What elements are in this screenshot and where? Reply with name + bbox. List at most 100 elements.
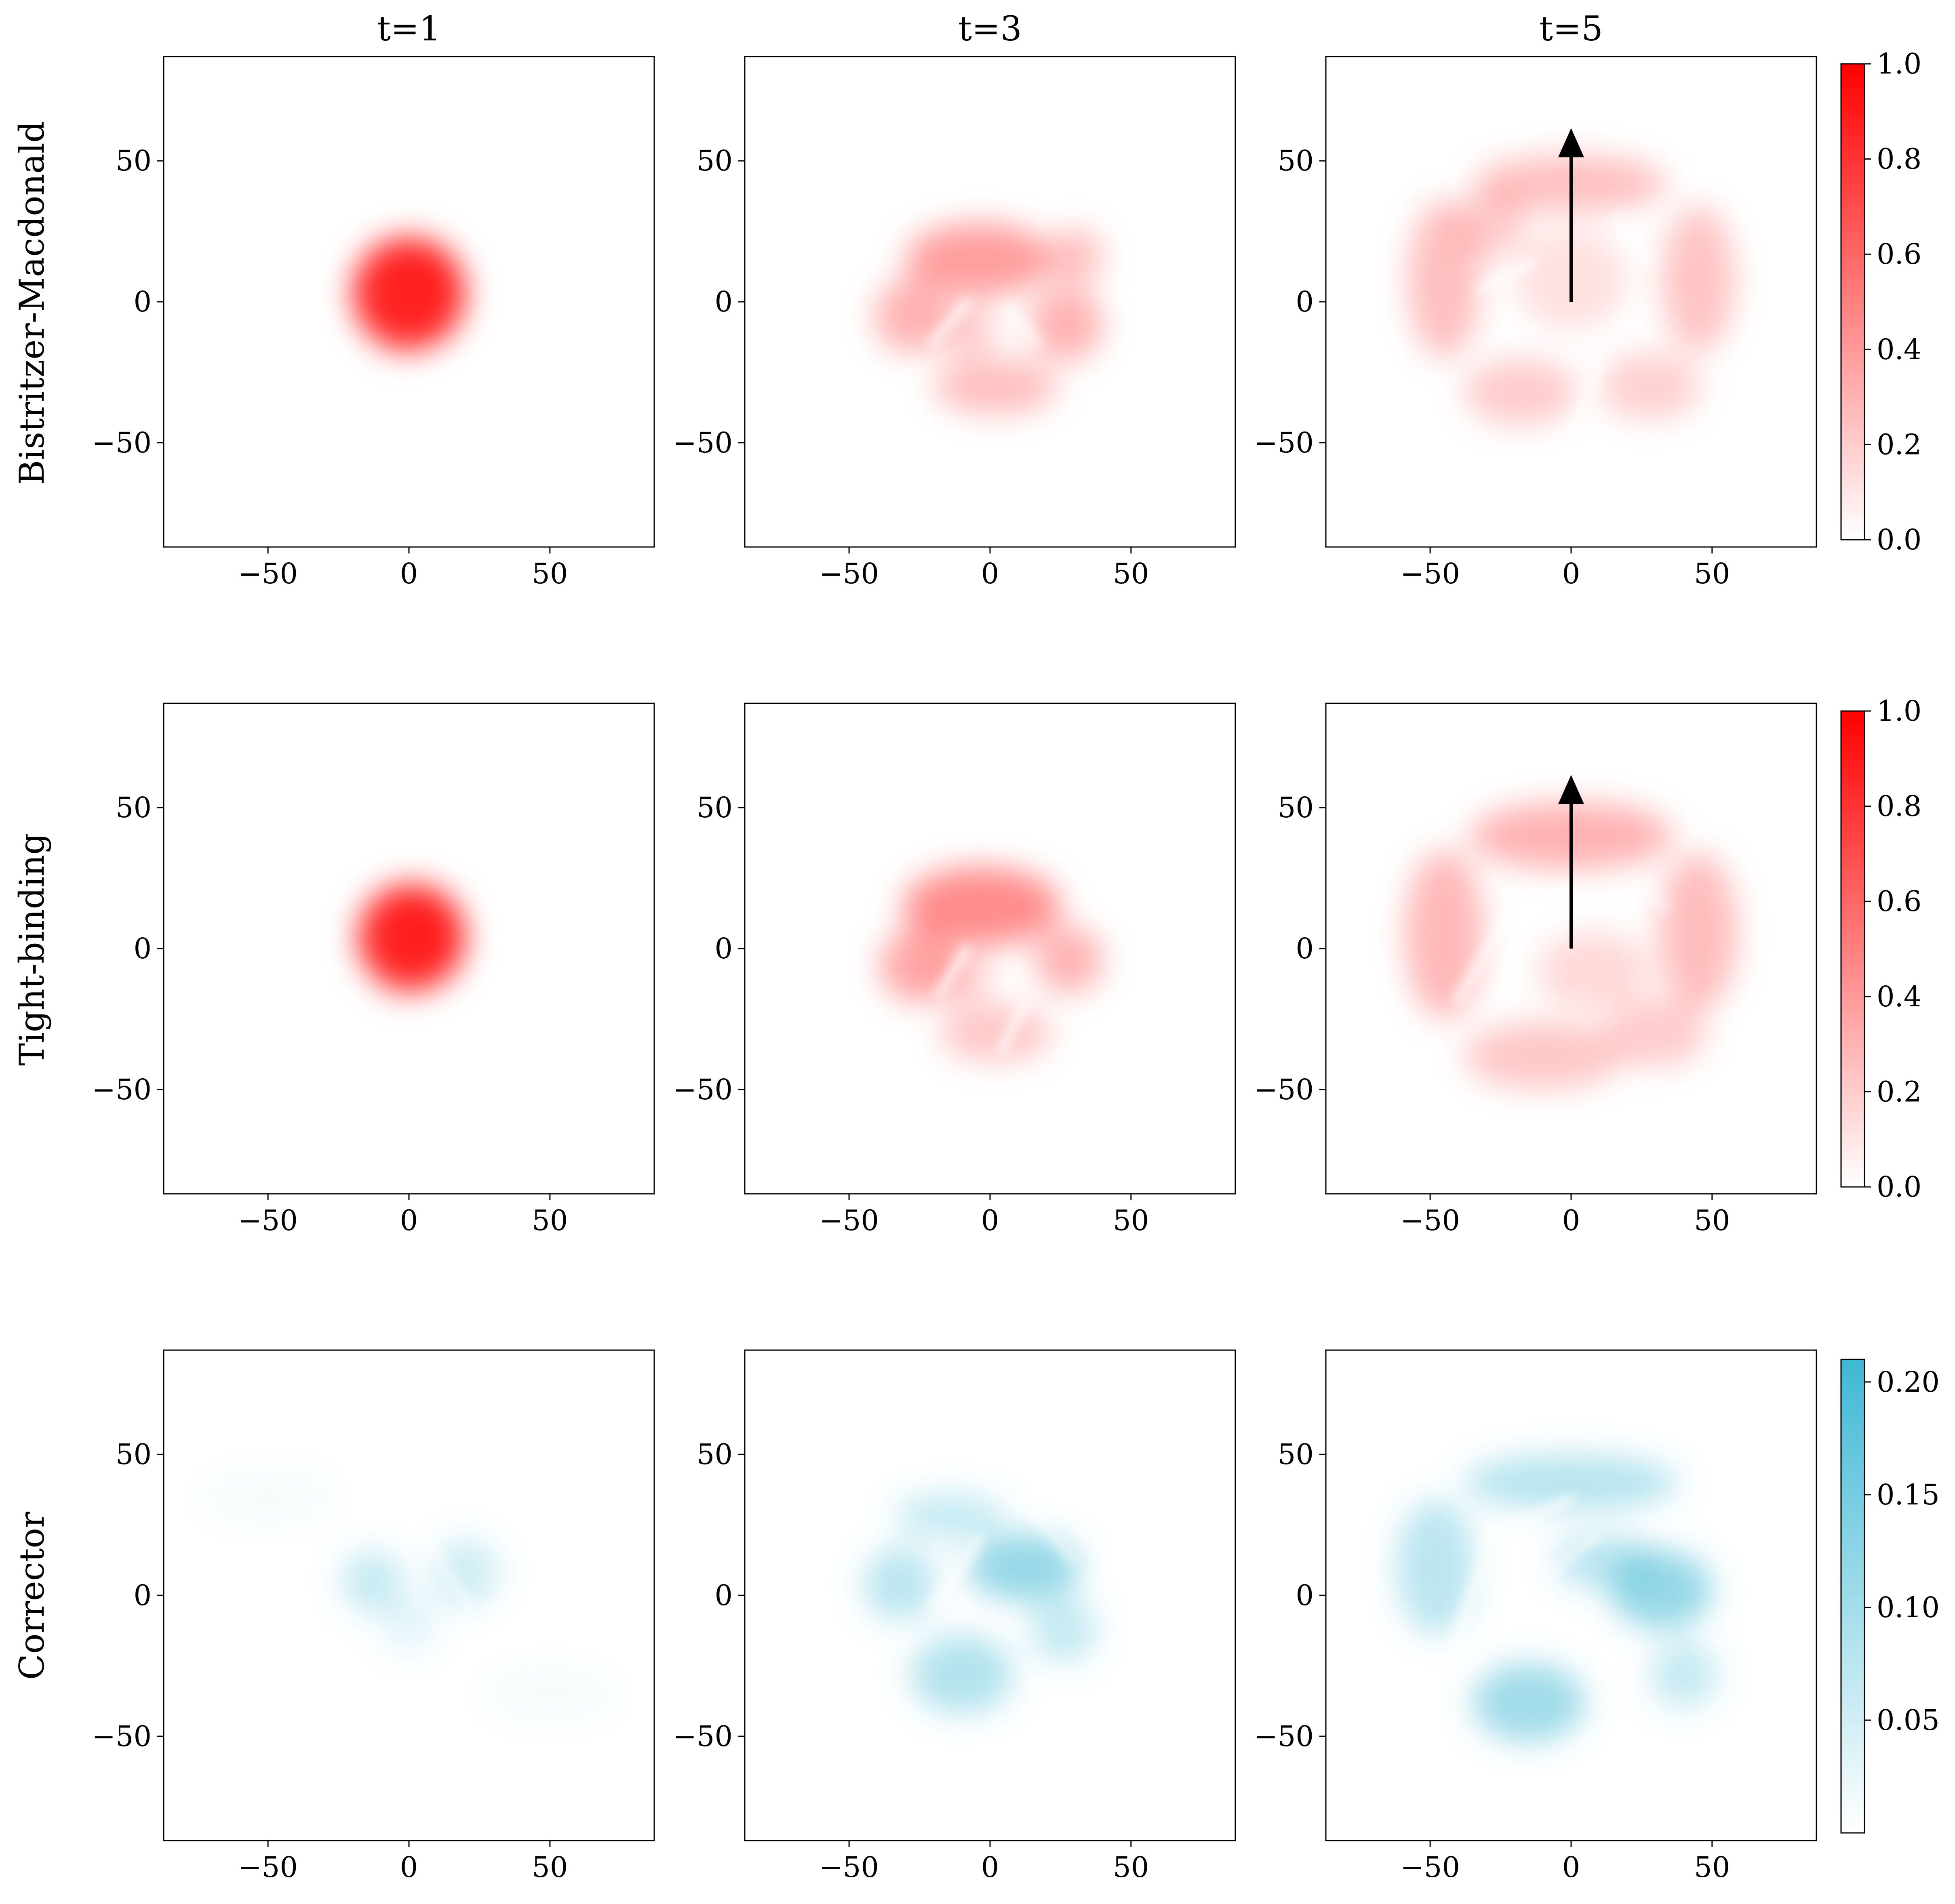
x-tick-label: −50 (1400, 1204, 1460, 1237)
density-blob (1029, 1595, 1098, 1663)
panel-background (745, 57, 1235, 547)
x-tick-label: 0 (981, 1851, 999, 1884)
colorbar-tick-label: 0.0 (1877, 523, 1921, 556)
y-tick-label: −50 (1254, 1073, 1314, 1106)
y-tick-label: 0 (714, 285, 733, 318)
y-tick-label: 50 (697, 144, 733, 177)
x-tick-label: −50 (819, 557, 879, 590)
density-blob (863, 1547, 937, 1621)
panel-background (745, 703, 1235, 1194)
density-holes (1477, 214, 1653, 442)
x-tick-label: 0 (981, 557, 999, 590)
colorbar-tick-label: 0.8 (1877, 143, 1921, 176)
y-tick-label: −50 (92, 426, 152, 459)
row-label-tight-binding: Tight-binding (12, 833, 52, 1066)
y-tick-label: −50 (673, 426, 733, 459)
y-tick-label: 50 (116, 144, 152, 177)
density-blobs (358, 884, 466, 1002)
x-tick-label: 0 (1562, 1851, 1580, 1884)
panel-background (1326, 1350, 1816, 1841)
x-tick-label: −50 (238, 1204, 298, 1237)
y-tick-label: −50 (673, 1073, 733, 1106)
density-holes (935, 944, 1028, 1054)
y-tick-label: 0 (133, 932, 152, 965)
panel-r0-c2: −50 0 50 −50 0 50 (1254, 56, 1817, 590)
density-field (164, 1350, 654, 1841)
x-tick-label: 50 (1694, 1851, 1730, 1884)
density-blob (902, 867, 1061, 946)
colorbar-tick-label: 0.0 (1877, 1170, 1921, 1203)
density-field (1326, 1350, 1816, 1841)
density-blob (1605, 999, 1706, 1067)
density-holes (1448, 1495, 1602, 1656)
x-tick-label: 0 (400, 557, 418, 590)
density-node-line (935, 944, 972, 998)
x-tick-label: 50 (532, 1204, 568, 1237)
y-tick-label: −50 (1254, 426, 1314, 459)
density-blob (1658, 852, 1738, 1011)
x-tick-label: −50 (1400, 557, 1460, 590)
panel-r2-c2: −50 0 50 −50 0 50 (1254, 1349, 1817, 1884)
density-node-line (929, 1534, 983, 1611)
x-tick-label: −50 (238, 1851, 298, 1884)
colorbar-row-2: 0.05 0.10 0.15 0.20 (1840, 1359, 1940, 1834)
x-tick-label: 0 (1562, 557, 1580, 590)
density-blob (431, 1539, 499, 1607)
colorbar-tick-label: 1.0 (1877, 694, 1921, 728)
density-field (745, 703, 1235, 1194)
y-tick-label: 50 (1278, 1438, 1314, 1471)
density-blob (1464, 358, 1577, 426)
x-tick-label: −50 (1400, 1851, 1460, 1884)
density-holes (929, 297, 1040, 346)
density-field (745, 57, 1235, 547)
y-tick-label: 0 (133, 1579, 152, 1612)
x-tick-label: 0 (400, 1851, 418, 1884)
density-blob (933, 358, 1058, 415)
panel-r1-c0: −50 0 50 −50 0 50 (92, 703, 655, 1237)
y-tick-label: 50 (116, 791, 152, 824)
density-blob (939, 1005, 1052, 1062)
density-node-line (1026, 1502, 1078, 1565)
colorbar-tick-label: 0.2 (1877, 428, 1921, 461)
panel-r0-c1: −50 0 50 −50 0 50 (673, 56, 1236, 590)
x-tick-label: −50 (819, 1204, 879, 1237)
y-tick-label: 50 (116, 1438, 152, 1471)
x-tick-label: 50 (1694, 557, 1730, 590)
density-blobs (874, 223, 1103, 415)
density-field (164, 703, 654, 1194)
colorbar-row-1: 0.0 0.2 0.4 0.6 0.8 1.0 (1840, 694, 1921, 1203)
x-tick-label: 0 (400, 1204, 418, 1237)
density-holes (420, 1530, 474, 1612)
density-node-line (1641, 884, 1670, 912)
row-label-corrector: Corrector (12, 1511, 52, 1680)
colorbar-row-0: 0.0 0.2 0.4 0.6 0.8 1.0 (1840, 47, 1921, 556)
x-tick-label: 50 (532, 557, 568, 590)
colorbar-tick-label: 0.8 (1877, 790, 1921, 823)
row-label-bistritzer-macdonald: Bistritzer-Macdonald (12, 121, 52, 485)
density-blob (894, 1494, 1007, 1539)
column-title-t5: t=5 (1539, 9, 1603, 48)
y-tick-label: 50 (697, 791, 733, 824)
panel-background (745, 1350, 1235, 1841)
density-blob (1537, 932, 1650, 1011)
density-blob (1396, 1499, 1475, 1635)
density-blob (1472, 1663, 1585, 1742)
y-tick-label: 0 (714, 932, 733, 965)
x-tick-label: −50 (238, 557, 298, 590)
density-blob (488, 1671, 612, 1717)
density-node-line (1477, 258, 1536, 295)
y-tick-label: 0 (714, 1579, 733, 1612)
density-blob (1599, 352, 1701, 421)
y-tick-label: −50 (673, 1720, 733, 1753)
panel-r1-c1: −50 0 50 −50 0 50 (673, 703, 1236, 1237)
density-blob (375, 321, 415, 361)
x-tick-label: 50 (532, 1851, 568, 1884)
panel-r0-c0: −50 0 50 −50 0 50 (92, 56, 655, 590)
density-blobs (1405, 802, 1738, 1090)
colorbar-tick-label: 0.6 (1877, 238, 1921, 271)
colorbars: 0.0 0.2 0.4 0.6 0.8 1.0 0.0 0.2 0.4 0.6 0.8 1.0 0.05… (1840, 47, 1940, 1834)
colorbar-tick-label: 0.05 (1877, 1704, 1940, 1737)
density-blob (1464, 1022, 1622, 1090)
colorbar-tick-label: 0.2 (1877, 1075, 1921, 1108)
